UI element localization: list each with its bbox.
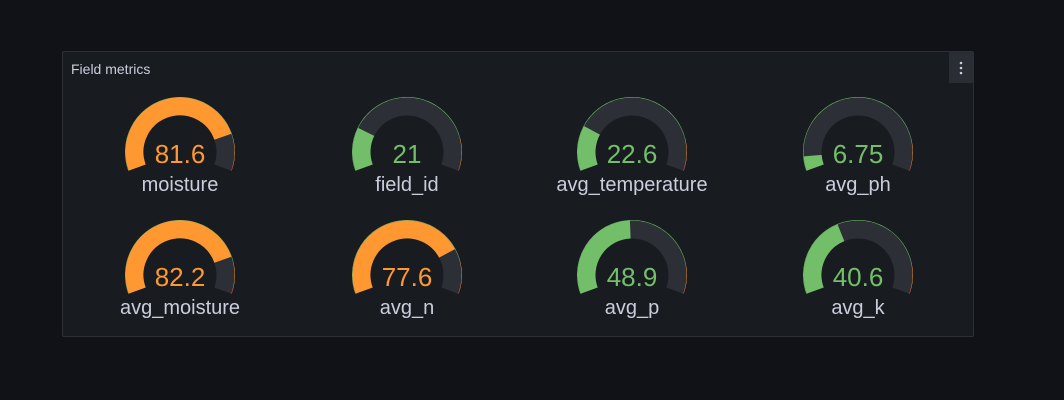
gauge-fill	[352, 127, 375, 171]
gauge-value: 40.6	[832, 262, 884, 292]
gauge-value: 6.75	[832, 139, 884, 169]
gauge-value: 82.2	[154, 262, 206, 292]
gauge-arc	[125, 220, 235, 294]
gauge-arc	[577, 97, 687, 171]
gauge-track	[803, 97, 913, 171]
kebab-menu-icon	[959, 61, 963, 75]
gauge-avg-ph: 6.75 avg_ph	[758, 96, 958, 206]
gauge-value: 77.6	[381, 262, 433, 292]
gauge-label: avg_ph	[825, 174, 891, 196]
gauge-field-id: 21 field_id	[307, 96, 507, 206]
gauge-fill	[803, 224, 845, 294]
gauge-fill	[125, 97, 232, 171]
gauge-arc	[803, 97, 913, 171]
gauge-value: 48.9	[606, 262, 658, 292]
panel-title: Field metrics	[71, 61, 151, 77]
gauge-fill	[352, 220, 455, 294]
gauge-moisture: 81.6 moisture	[80, 96, 280, 206]
gauge-arc	[577, 220, 687, 294]
gauge-fill	[577, 220, 632, 294]
gauge-label: avg_n	[379, 297, 435, 319]
gauge-fill	[803, 154, 824, 171]
gauge-avg-temperature: 22.6 avg_temperature	[532, 96, 732, 206]
gauge-avg-n: 77.6 avg_n	[307, 219, 507, 329]
panel-menu-button[interactable]	[949, 52, 973, 83]
gauge-label: avg_p	[604, 297, 660, 319]
gauge-arc	[803, 220, 913, 294]
gauge-label: avg_k	[831, 297, 885, 319]
gauge-arc	[352, 220, 462, 294]
field-metrics-panel: Field metrics 81.6 moisture 21 field_id 22.6…	[62, 51, 974, 337]
gauge-value: 22.6	[606, 139, 658, 169]
gauge-value: 81.6	[154, 139, 206, 169]
gauge-label: field_id	[375, 174, 439, 196]
gauge-arc	[352, 97, 462, 171]
gauge-fill	[125, 220, 232, 294]
gauge-avg-moisture: 82.2 avg_moisture	[80, 219, 280, 329]
gauge-label: moisture	[141, 174, 219, 196]
gauge-label: avg_temperature	[556, 174, 708, 196]
gauge-fill	[577, 126, 601, 171]
gauge-avg-k: 40.6 avg_k	[758, 219, 958, 329]
gauge-arc	[125, 97, 235, 171]
gauge-value: 21	[392, 139, 422, 169]
gauge-label: avg_moisture	[119, 297, 241, 319]
gauge-avg-p: 48.9 avg_p	[532, 219, 732, 329]
